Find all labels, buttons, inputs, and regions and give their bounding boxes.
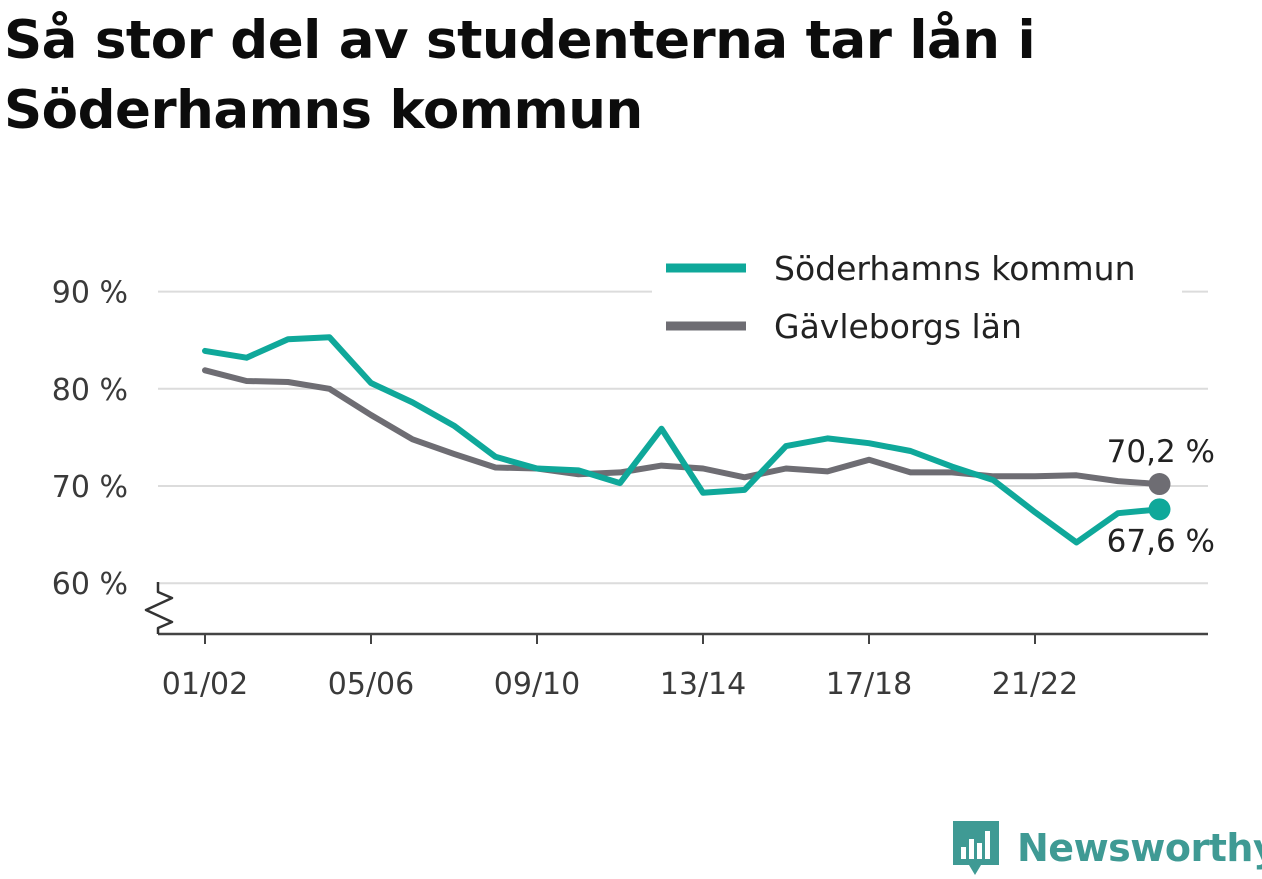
y-tick-label: 70 %	[52, 470, 128, 505]
y-axis-break-icon	[144, 582, 174, 634]
x-tick-label: 17/18	[826, 667, 912, 702]
x-tick-label: 13/14	[660, 667, 746, 702]
legend-background	[652, 242, 1182, 360]
x-axis-ticks: 01/02 05/06 09/10 13/14 17/18 21/22	[162, 634, 1078, 702]
x-tick-label: 01/02	[162, 667, 248, 702]
series-endpoint-0	[1148, 498, 1171, 521]
series-line-1	[202, 367, 1163, 488]
axes	[144, 582, 1208, 636]
series-endpoint-1	[1148, 473, 1171, 496]
newsworthy-logo-icon	[953, 821, 999, 875]
x-tick-label: 21/22	[992, 667, 1078, 702]
y-tick-label: 90 %	[52, 276, 128, 311]
y-tick-label: 80 %	[52, 373, 128, 408]
series-lines	[202, 334, 1163, 546]
y-tick-label: 60 %	[52, 567, 128, 602]
x-tick-label: 09/10	[494, 667, 580, 702]
chart-title: Så stor del av studenterna tar lån i Söd…	[4, 10, 1036, 141]
brand-logo: Newsworthy	[951, 818, 1262, 878]
legend-label: Gävleborgs län	[774, 307, 1022, 346]
end-value-label: 67,6 %	[1107, 523, 1215, 559]
end-value-label: 70,2 %	[1107, 434, 1215, 470]
y-axis-ticks: 60 % 70 % 80 % 90 %	[52, 276, 128, 603]
legend: Söderhamns kommun Gävleborgs län	[652, 242, 1182, 360]
series-line-0	[202, 334, 1163, 546]
brand-name: Newsworthy	[1017, 826, 1262, 870]
series-endpoints: 70,2 % 67,6 %	[1107, 434, 1215, 559]
legend-label: Söderhamns kommun	[774, 249, 1136, 288]
x-tick-label: 05/06	[328, 667, 414, 702]
